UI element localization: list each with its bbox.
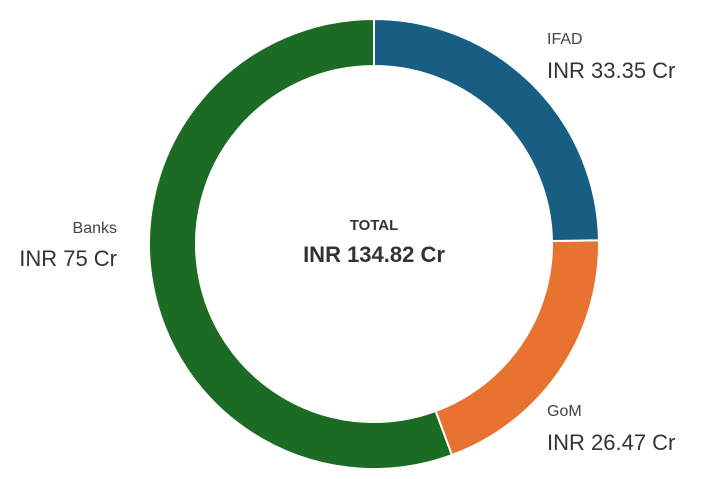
- center-title: TOTAL: [350, 217, 399, 234]
- segment-value-label: INR 33.35 Cr: [547, 58, 675, 83]
- segment-name: IFAD: [547, 31, 583, 48]
- segment-value-label: INR 75 Cr: [19, 246, 117, 271]
- segment-name: GoM: [547, 403, 582, 420]
- segment-name: Banks: [73, 220, 117, 237]
- donut-segment: [434, 239, 600, 457]
- center-value: INR 134.82 Cr: [303, 242, 445, 267]
- donut-segment: [373, 17, 600, 243]
- segment-value-label: INR 26.47 Cr: [547, 430, 675, 455]
- donut-segment: [148, 17, 454, 470]
